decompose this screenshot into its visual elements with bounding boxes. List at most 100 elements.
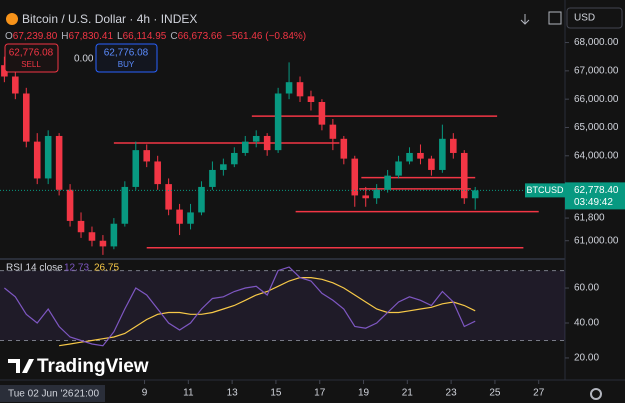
rsi-line [4, 266, 476, 347]
candle-body [99, 240, 107, 247]
candle-body [373, 189, 380, 199]
coin-icon [6, 13, 18, 25]
candle-body [165, 184, 172, 210]
candle-body [33, 141, 41, 179]
currency[interactable]: USD [574, 13, 595, 24]
logo-text: TradingView [37, 356, 149, 377]
candle-body [187, 212, 194, 224]
plot [0, 56, 565, 347]
ohlc-value: 67,239.80 [13, 31, 58, 42]
sell-button[interactable] [4, 43, 59, 73]
x-tick-label: 15 [270, 388, 282, 399]
candle-body [329, 124, 337, 139]
candle-body [220, 164, 227, 170]
x-tick-label: 11 [183, 388, 194, 399]
candle-body [241, 141, 249, 153]
candle-body [460, 152, 468, 199]
candle-body [143, 150, 151, 162]
ohlc-change: −561.46 (−0.84%) [226, 31, 306, 42]
candle-body [263, 135, 271, 151]
ohlc-key: C [170, 31, 177, 42]
candle-body [55, 135, 63, 190]
candle-body [296, 82, 304, 97]
ohlc-key: O [5, 31, 13, 42]
spread: 0.00 [74, 54, 94, 65]
x-tick-label: 23 [446, 388, 458, 399]
x-tick-label: 9 [142, 388, 148, 399]
scroll-icon[interactable] [520, 14, 530, 25]
candle-body [471, 190, 479, 199]
rsi-tick-label: 60.00 [574, 283, 599, 294]
candle-body [285, 82, 293, 94]
x-tick-label: 13 [227, 388, 239, 399]
candle-body [450, 138, 457, 153]
ohlc-key: H [61, 31, 68, 42]
settings-icon[interactable] [590, 388, 602, 400]
y-tick-label: 67,000.00 [574, 65, 619, 76]
ohlc-value: 66,673.66 [178, 31, 223, 42]
x-tick-label: 25 [489, 388, 501, 399]
logo-icon [8, 359, 34, 373]
cursor-time: 21:00 [74, 389, 99, 400]
ohlc-value: 66,114.95 [123, 31, 167, 42]
x-tick-label: 19 [358, 388, 370, 399]
cursor-date-box [0, 385, 105, 402]
candle-body [274, 93, 282, 151]
candle-body [231, 152, 238, 165]
candle-body [439, 138, 446, 170]
candle-body [340, 138, 348, 159]
candle-body [198, 186, 205, 213]
candle-body [77, 220, 85, 233]
rsi-ma-line [59, 277, 476, 347]
currency-button[interactable] [566, 7, 623, 29]
countdown-text: 03:49:42 [574, 197, 613, 208]
candle-body [209, 169, 216, 187]
candle-body [22, 93, 30, 142]
x-tick-label: 21 [402, 388, 414, 399]
candle-body [154, 161, 161, 185]
candle-body [121, 186, 129, 224]
fullscreen-icon[interactable] [548, 11, 562, 25]
sell-label[interactable]: SELL [21, 60, 41, 69]
chart-title: Bitcoin / U.S. Dollar · 4h · INDEX [22, 12, 197, 26]
y-tick-label: 61,800 [574, 213, 605, 224]
candle-body [1, 65, 8, 77]
candle-body [88, 232, 96, 241]
symbol-tag-text: BTCUSD [526, 185, 564, 195]
rsi-tick-label: 40.00 [574, 318, 599, 329]
rsi-value: 12.73 [64, 263, 89, 274]
price-tag-text: 62,778.40 [574, 185, 619, 196]
buy-label[interactable]: BUY [118, 60, 135, 69]
candle-body [307, 96, 315, 102]
cursor-date: Tue 02 Jun '26 [8, 389, 74, 400]
y-tick-label: 68,000.00 [574, 37, 619, 48]
sell-price[interactable]: 62,776.08 [9, 48, 54, 59]
candle-body [406, 152, 413, 162]
buy-price[interactable]: 62,776.08 [104, 48, 149, 59]
x-tick-label: 17 [314, 388, 326, 399]
y-tick-label: 65,000.00 [574, 122, 619, 133]
candle-body [362, 195, 370, 199]
rsi-band [0, 270, 565, 341]
buy-button[interactable] [95, 43, 158, 73]
rsi-ma-value: 26.75 [94, 263, 119, 274]
candle-body [417, 152, 424, 159]
y-tick-label: 64,000.00 [574, 150, 619, 161]
candle-body [44, 135, 52, 179]
ohlc-value: 67,830.41 [69, 31, 114, 42]
rsi-name: RSI 14 close [6, 263, 63, 274]
candle-body [110, 223, 118, 247]
candle-body [66, 189, 74, 221]
candle-body [176, 209, 183, 224]
symbol-tag [525, 183, 565, 198]
x-tick-label: 27 [533, 388, 545, 399]
rsi-tick-label: 20.00 [574, 353, 599, 364]
candle-body [428, 158, 435, 170]
candle-body [318, 101, 326, 125]
candle-body [132, 150, 140, 187]
ohlc-key: L [117, 31, 123, 42]
price-tag [565, 182, 625, 210]
candle-body [351, 158, 359, 196]
